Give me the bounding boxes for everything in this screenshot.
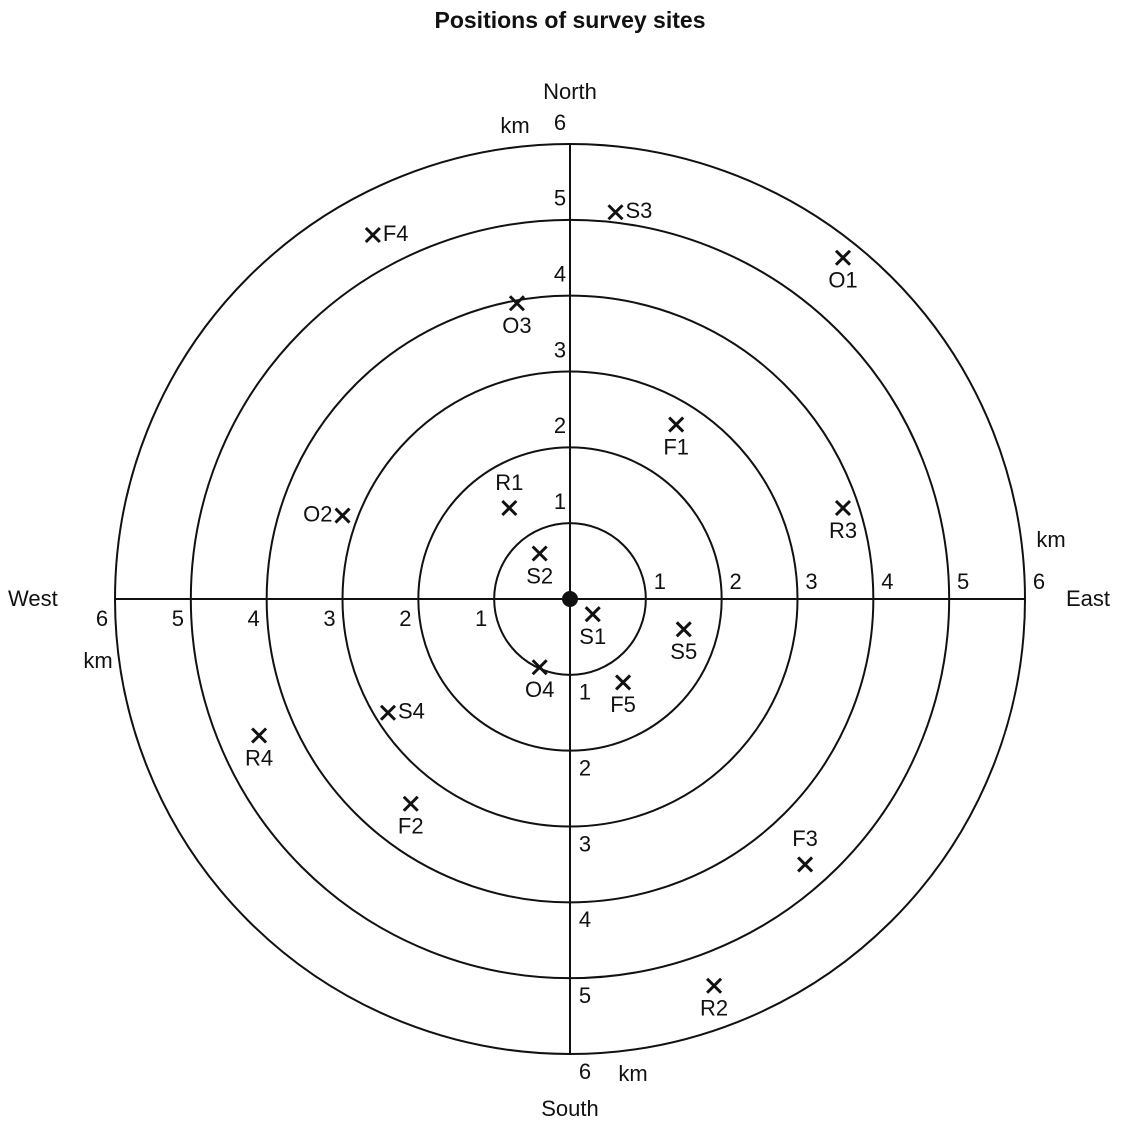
site-marker [834, 499, 852, 517]
ring-label-west: 6 [96, 606, 108, 631]
ring-label-west: 2 [399, 606, 411, 631]
site-marker [834, 249, 852, 266]
site-marker [615, 674, 632, 691]
ring-label-south: 4 [579, 907, 591, 932]
site-label: R1 [495, 470, 523, 495]
ring-label-east: 1 [654, 569, 666, 594]
site-label: S5 [670, 639, 697, 664]
site-label: O4 [525, 677, 554, 702]
site-label: O3 [502, 313, 531, 338]
ring-label-east: 4 [881, 569, 893, 594]
ring-label-north: 5 [554, 186, 566, 211]
unit-north: km [500, 113, 529, 138]
centre [562, 591, 578, 607]
ring-label-west: 1 [475, 606, 487, 631]
ring-label-south: 1 [579, 680, 591, 705]
site-label: S1 [579, 624, 606, 649]
south-label: South [541, 1096, 599, 1121]
ring-label-west: 3 [323, 606, 335, 631]
unit-south: km [618, 1061, 647, 1086]
ring-label-south: 2 [579, 755, 591, 780]
ring-label-east: 2 [730, 569, 742, 594]
ring-label-south: 6 [579, 1059, 591, 1084]
site-label: S4 [398, 699, 425, 724]
site-marker [706, 977, 723, 994]
ring-label-north: 1 [554, 489, 566, 514]
ring-label-south: 3 [579, 831, 591, 856]
ring-label-east: 5 [957, 569, 969, 594]
site-label: R4 [245, 745, 273, 770]
north-label: North [543, 79, 597, 104]
site-marker [501, 499, 518, 517]
site-marker [531, 545, 548, 562]
site-marker [584, 606, 601, 623]
ring-label-west: 4 [248, 606, 260, 631]
ring-label-east: 6 [1033, 569, 1045, 594]
west-label: West [8, 586, 58, 611]
site-marker [334, 507, 351, 524]
site-marker [251, 727, 268, 744]
site-marker [531, 659, 548, 676]
unit-west: km [83, 648, 112, 673]
ring-label-north: 4 [554, 261, 566, 286]
site-label: F3 [792, 826, 818, 851]
site-label: O1 [828, 268, 857, 293]
ring-label-west: 5 [172, 606, 184, 631]
site-label: S2 [526, 563, 553, 588]
site-marker [607, 204, 624, 221]
site-label: O2 [303, 501, 332, 526]
unit-east: km [1036, 527, 1065, 552]
ring-label-north: 2 [554, 413, 566, 438]
ring-label-north: 3 [554, 337, 566, 362]
site-label: R3 [829, 518, 857, 543]
site-marker [668, 416, 685, 433]
ring-label-east: 3 [805, 569, 817, 594]
site-marker [508, 295, 525, 312]
site-label: F2 [398, 814, 424, 839]
ring-label-north: 6 [554, 110, 566, 135]
site-marker [379, 704, 397, 721]
site-marker [675, 621, 692, 638]
site-marker [402, 795, 419, 812]
site-label: F4 [383, 221, 409, 246]
site-label: S3 [626, 198, 653, 223]
site-marker [364, 226, 381, 244]
site-marker [797, 856, 814, 873]
title: Positions of survey sites [435, 7, 706, 33]
ring-label-south: 5 [579, 983, 591, 1008]
east-label: East [1066, 586, 1110, 611]
site-label: F5 [610, 692, 636, 717]
site-label: F1 [663, 434, 689, 459]
site-label: R2 [700, 996, 728, 1021]
